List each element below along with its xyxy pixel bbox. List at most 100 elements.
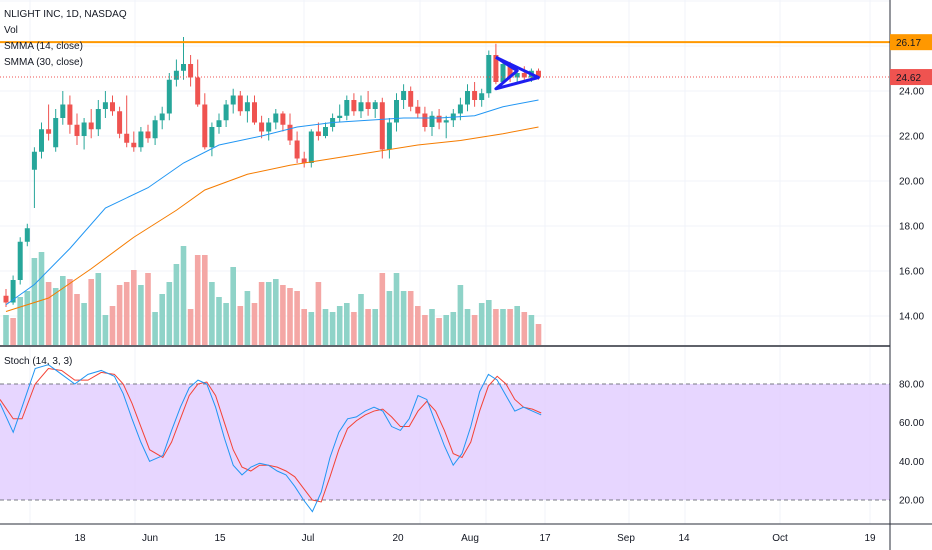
candle-body — [124, 133, 130, 143]
volume-bar — [138, 285, 144, 345]
candle-body — [365, 102, 371, 109]
candle-body — [117, 111, 123, 134]
price-axis-bg — [890, 0, 932, 550]
smma30-line — [5, 126, 539, 312]
stoch-d-line — [0, 367, 542, 503]
candle-body — [507, 64, 513, 78]
volume-bar — [10, 318, 16, 345]
candle-body — [287, 124, 293, 141]
candle-body — [486, 55, 492, 94]
volume-bar — [3, 315, 9, 345]
candle-body — [429, 115, 435, 127]
volume-bar — [400, 291, 407, 345]
x-tick-label: 19 — [864, 533, 876, 544]
volume-bar — [173, 264, 180, 345]
resistance-badge-bg — [890, 34, 932, 51]
volume-bar — [45, 282, 52, 345]
candle-body — [173, 70, 179, 80]
candle-body — [46, 129, 52, 134]
volume-bar — [159, 294, 165, 345]
candlesticks — [3, 37, 541, 307]
volume-bar — [308, 312, 315, 345]
candle-body — [74, 124, 80, 136]
candle-body — [266, 122, 272, 132]
x-tick-label: Jun — [142, 533, 158, 544]
candle-body — [422, 113, 428, 127]
stoch-y-tick-label: 40.00 — [899, 457, 924, 468]
volume-bar — [436, 318, 442, 345]
candle-body — [408, 91, 414, 107]
candle-body — [514, 73, 520, 78]
y-tick-label: 24.00 — [899, 87, 924, 98]
legend-stoch: Stoch (14, 3, 3) — [4, 356, 73, 367]
volume-bar — [301, 309, 307, 345]
candle-body — [138, 131, 144, 148]
stochastic-pane — [0, 345, 932, 513]
x-tick-label: 17 — [539, 533, 551, 544]
candle-body — [344, 100, 350, 116]
moving-averages — [5, 99, 539, 312]
candle-body — [60, 104, 66, 118]
volume-bar — [67, 279, 73, 345]
candle-body — [465, 91, 470, 105]
candle-body — [457, 104, 463, 114]
candle-body — [280, 113, 286, 125]
candle-body — [17, 241, 23, 280]
candle-body — [237, 95, 243, 112]
volume-bar — [429, 309, 435, 345]
candle-body — [401, 91, 407, 100]
volume-bar — [265, 282, 272, 345]
candle-body — [479, 93, 485, 100]
volume-bar — [415, 306, 421, 345]
candle-body — [102, 102, 108, 109]
smma14-line — [5, 99, 539, 306]
candle-body — [372, 102, 378, 109]
volume-bar — [514, 306, 520, 345]
y-tick-label: 22.00 — [899, 132, 924, 143]
candle-body — [88, 122, 94, 130]
candle-body — [337, 115, 343, 118]
x-tick-label: Sep — [617, 533, 635, 544]
volume-bar — [244, 291, 251, 345]
legend-symbol: NLIGHT INC, 1D, NASDAQ — [4, 9, 127, 20]
volume-bar — [422, 315, 428, 345]
volume-bar — [131, 270, 137, 345]
candle-body — [202, 104, 208, 148]
volume-bar — [358, 294, 364, 345]
volume-bar — [102, 315, 109, 345]
candle-body — [443, 120, 449, 123]
symmetrical-triangle — [494, 55, 540, 91]
volume-bar — [372, 309, 378, 345]
volume-bar — [457, 285, 464, 345]
volume-bar — [344, 303, 350, 345]
candle-body — [24, 228, 30, 242]
candle-body — [3, 295, 9, 303]
volume-bar — [486, 300, 492, 345]
volume-bar — [152, 312, 158, 345]
volume-bar — [166, 282, 173, 345]
x-tick-label: 18 — [74, 533, 86, 544]
candle-body — [110, 102, 115, 112]
stoch-y-tick-label: 60.00 — [899, 418, 924, 429]
volume-bar — [329, 312, 336, 345]
candle-body — [188, 64, 194, 78]
volume-bar — [379, 273, 386, 345]
candle-body — [294, 140, 300, 159]
candle-body — [386, 122, 392, 150]
volume-bar — [74, 294, 80, 345]
candle-body — [415, 106, 421, 114]
volume-bar — [386, 291, 393, 345]
y-tick-label: 14.00 — [899, 312, 924, 323]
volume-bar — [315, 282, 322, 345]
volume-bar — [109, 306, 116, 345]
volume-bar — [216, 297, 222, 345]
candle-body — [131, 142, 137, 148]
volume-bar — [230, 267, 236, 345]
candle-body — [472, 91, 478, 100]
candle-body — [259, 122, 265, 132]
candle-body — [67, 104, 73, 125]
volume-bar — [450, 312, 457, 345]
volume-bar — [81, 303, 87, 345]
volume-bar — [17, 297, 23, 345]
